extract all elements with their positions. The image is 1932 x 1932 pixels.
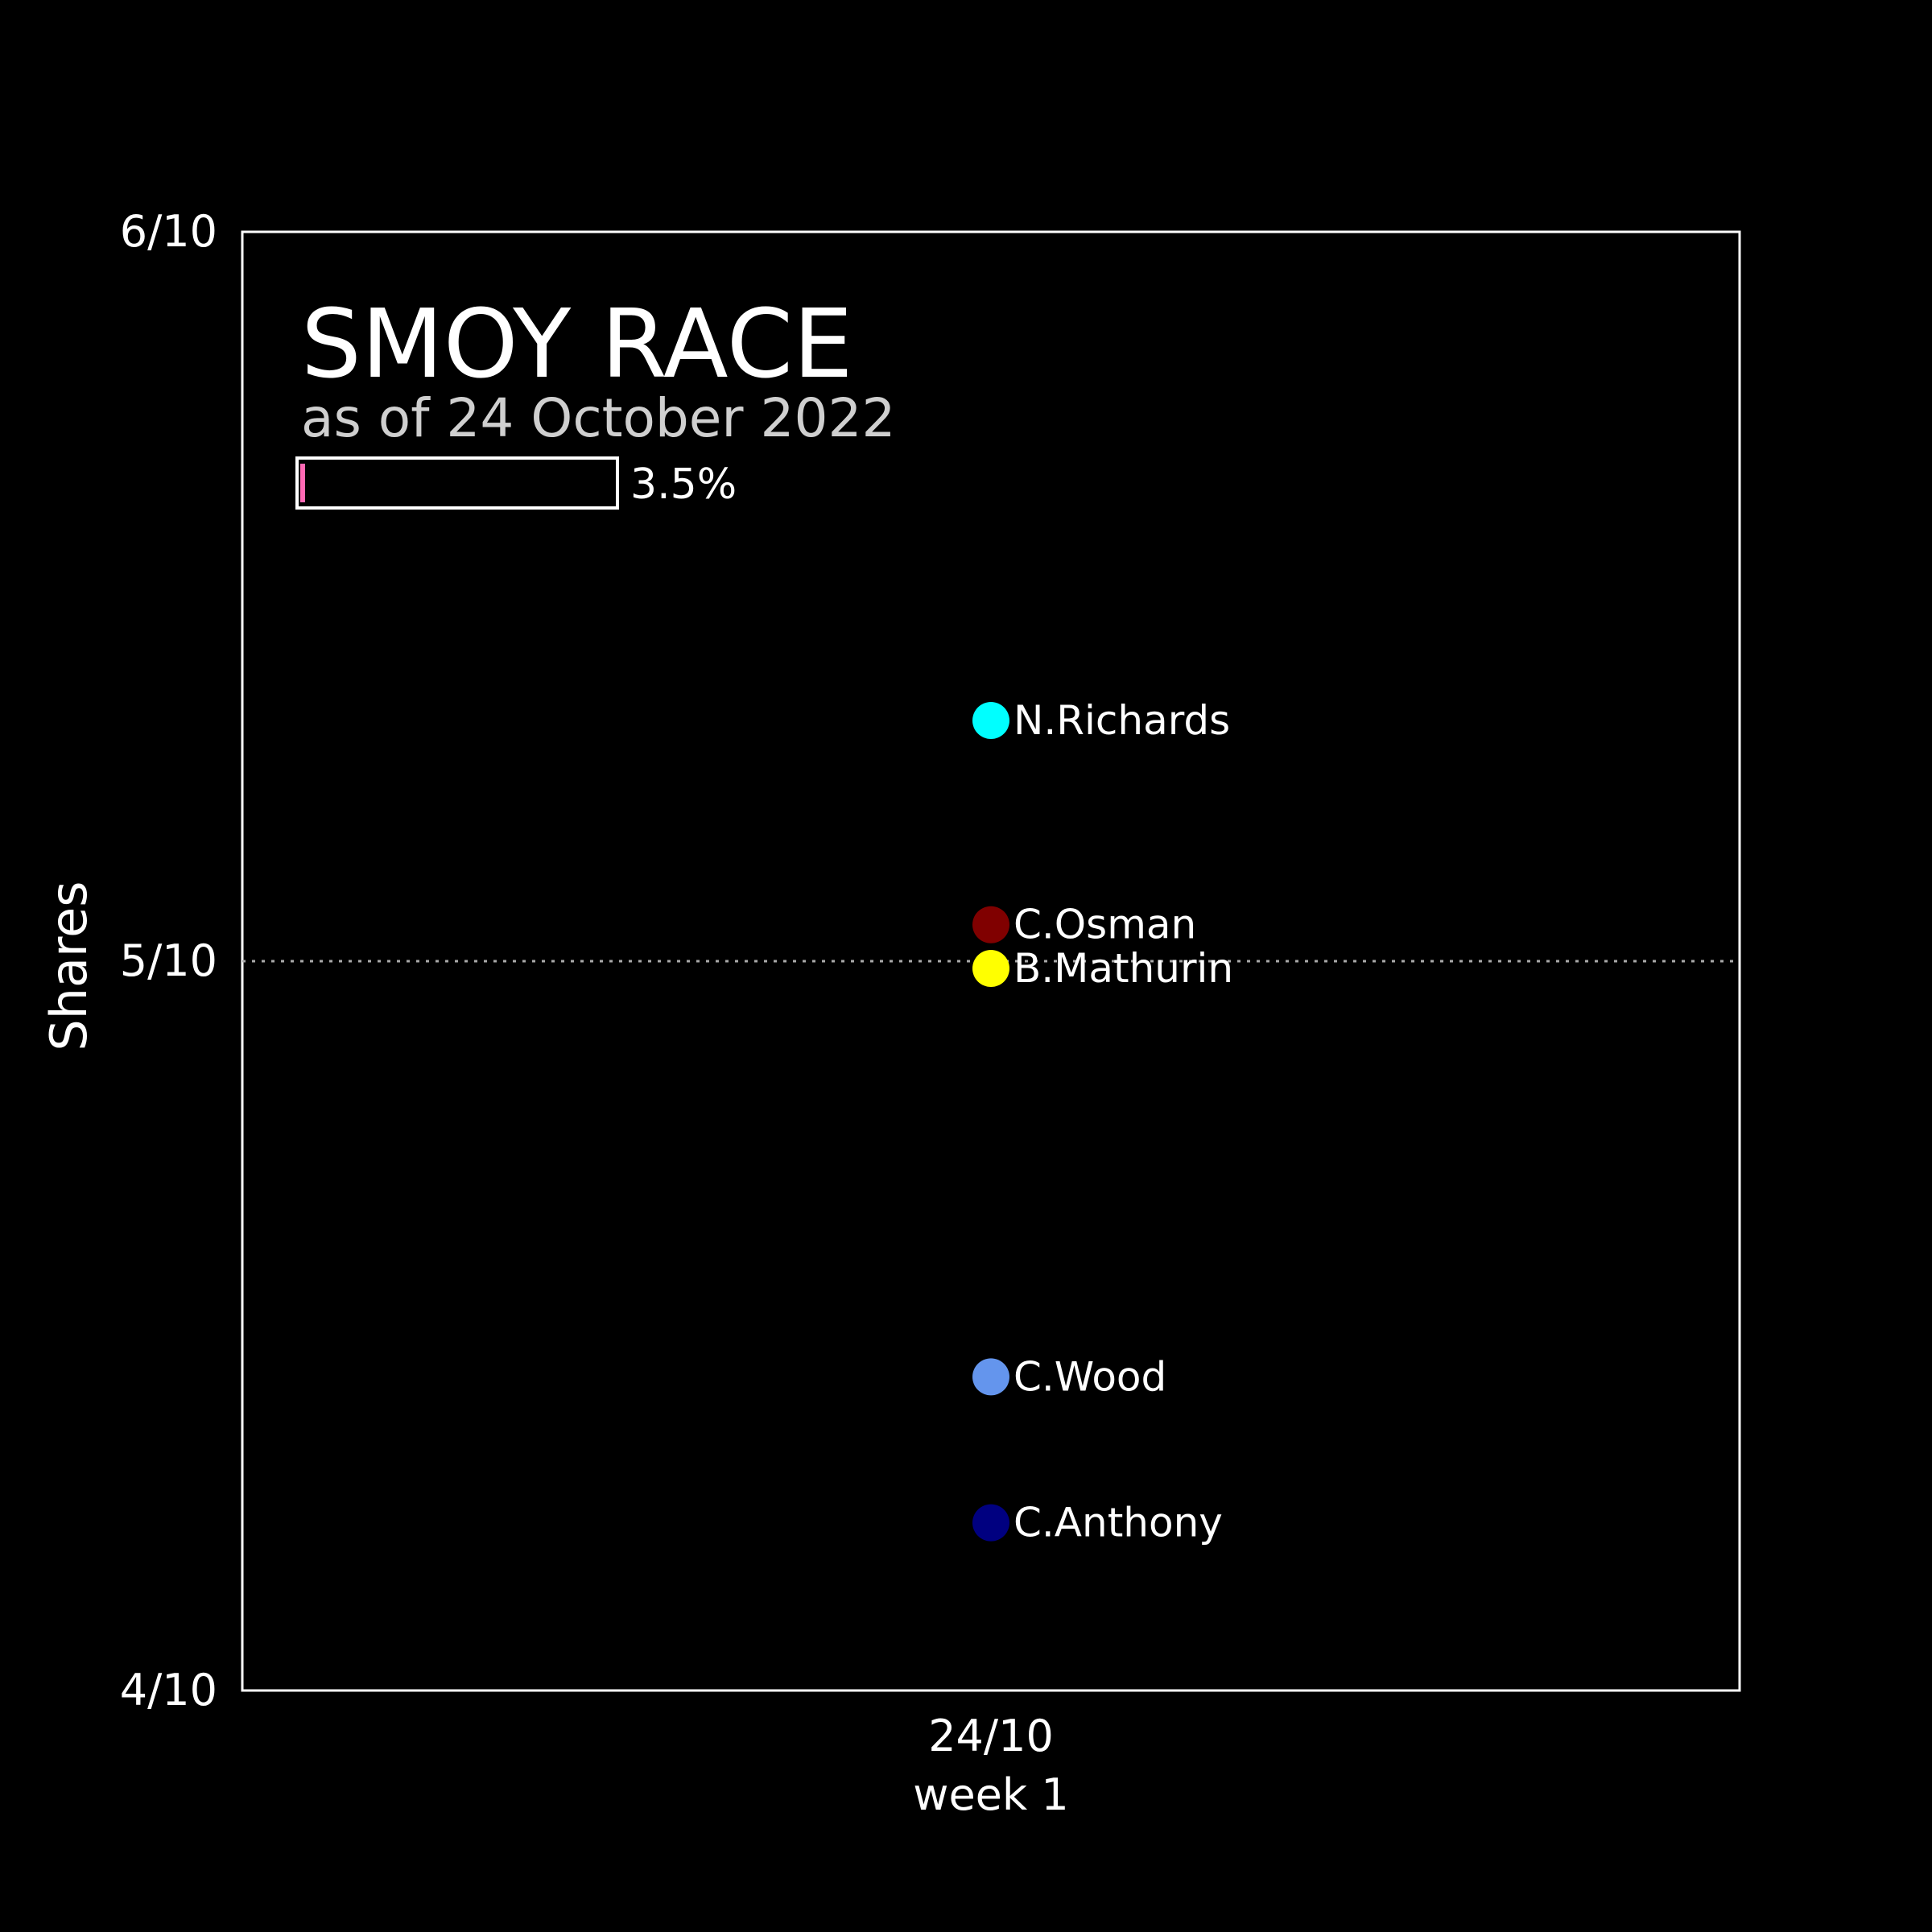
data-point-label: C.Wood bbox=[1013, 1353, 1166, 1400]
data-point bbox=[972, 1504, 1009, 1542]
y-tick-label: 6/10 bbox=[120, 206, 217, 257]
data-point-label: C.Osman bbox=[1013, 902, 1196, 948]
data-point bbox=[972, 702, 1009, 740]
data-point-label: B.Mathurin bbox=[1013, 945, 1233, 992]
x-tick-sublabel: week 1 bbox=[913, 1769, 1068, 1820]
y-axis-label: Shares bbox=[39, 881, 98, 1051]
progress-label: 3.5% bbox=[630, 460, 737, 509]
progress-bar-frame bbox=[295, 456, 619, 510]
data-point bbox=[972, 950, 1009, 988]
progress-bar-fill bbox=[300, 464, 305, 502]
x-tick-labels: 24/10 week 1 bbox=[913, 1711, 1068, 1820]
y-tick-label: 5/10 bbox=[120, 935, 217, 986]
y-tick-label: 4/10 bbox=[120, 1665, 217, 1715]
data-point-label: C.Anthony bbox=[1013, 1500, 1223, 1546]
chart-title: SMOY RACE bbox=[301, 288, 853, 399]
data-point bbox=[972, 1358, 1009, 1396]
chart-subtitle: as of 24 October 2022 bbox=[301, 387, 895, 449]
data-point bbox=[972, 906, 1009, 943]
data-point-label: N.Richards bbox=[1013, 697, 1230, 744]
x-tick-label: 24/10 bbox=[928, 1711, 1054, 1761]
y-tick-labels: 4/10 5/10 6/10 bbox=[120, 206, 217, 1715]
